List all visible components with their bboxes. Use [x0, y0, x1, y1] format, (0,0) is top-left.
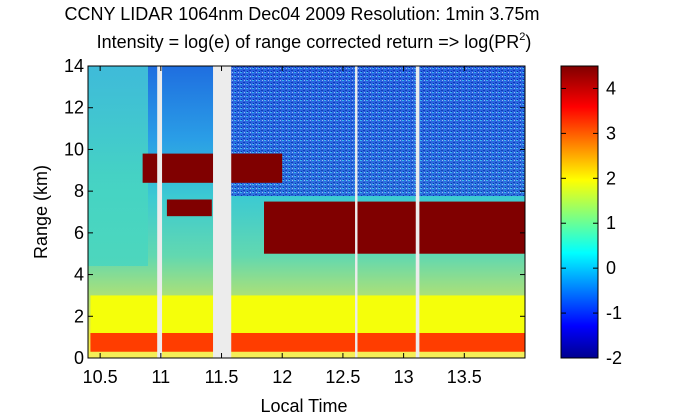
x-tick-label: 12.5	[325, 367, 360, 387]
y-tick-label: 10	[64, 139, 84, 159]
y-tick-label: 8	[74, 181, 84, 201]
colorbar-tick-label: 0	[606, 258, 616, 278]
y-tick-label: 6	[74, 223, 84, 243]
lidar-heatmap	[88, 66, 525, 358]
heatmap-left-region	[88, 66, 148, 266]
x-axis-label: Local Time	[260, 396, 347, 416]
x-axis: 10.5 11 11.5 12 12.5 13 13.5	[83, 66, 482, 387]
colorbar-axis: -2 -1 0 1 2 3 4	[561, 78, 622, 368]
chart-subtitle: Intensity = log(e) of range corrected re…	[97, 31, 532, 52]
colorbar-tick-label: 1	[606, 213, 616, 233]
colorbar	[560, 65, 599, 359]
layer-thick-cloud-layer	[264, 201, 525, 254]
colorbar-tick-label: 3	[606, 123, 616, 143]
layer-cirrus-cloud-lower	[166, 199, 212, 217]
y-axis-label: Range (km)	[31, 165, 51, 259]
x-tick-label: 10.5	[83, 367, 118, 387]
y-tick-label: 4	[74, 265, 84, 285]
x-tick-label: 12	[272, 367, 292, 387]
data-gap-1	[213, 66, 232, 358]
subtitle-prefix: Intensity = log(e) of range corrected re…	[97, 32, 520, 52]
y-tick-label: 14	[64, 56, 84, 76]
x-tick-label: 13.5	[447, 367, 482, 387]
chart-title: CCNY LIDAR 1064nm Dec04 2009 Resolution:…	[65, 4, 540, 24]
subtitle-suffix: )	[525, 32, 531, 52]
data-gap-0	[157, 66, 163, 358]
layer-boundary-layer-aerosol	[90, 332, 525, 352]
data-gap-3	[415, 66, 420, 358]
x-tick-label: 13	[394, 367, 414, 387]
colorbar-tick-label: 4	[606, 78, 616, 98]
x-tick-label: 11.5	[205, 367, 239, 387]
data-gap-2	[355, 66, 358, 358]
plot-frame	[87, 65, 526, 359]
y-tick-label: 12	[64, 98, 84, 118]
colorbar-tick-label: -2	[606, 348, 622, 368]
y-tick-label: 0	[74, 348, 84, 368]
layer-cirrus-cloud-upper	[142, 153, 283, 183]
x-tick-label: 11	[151, 367, 170, 387]
colorbar-tick-label: 2	[606, 168, 616, 188]
colorbar-tick-label: -1	[606, 303, 622, 323]
y-tick-label: 2	[74, 306, 84, 326]
layer-residual-layer	[90, 295, 525, 333]
y-axis: 0 2 4 6 8 10 12 14	[64, 56, 525, 368]
subtitle-superscript: 2	[519, 31, 525, 43]
